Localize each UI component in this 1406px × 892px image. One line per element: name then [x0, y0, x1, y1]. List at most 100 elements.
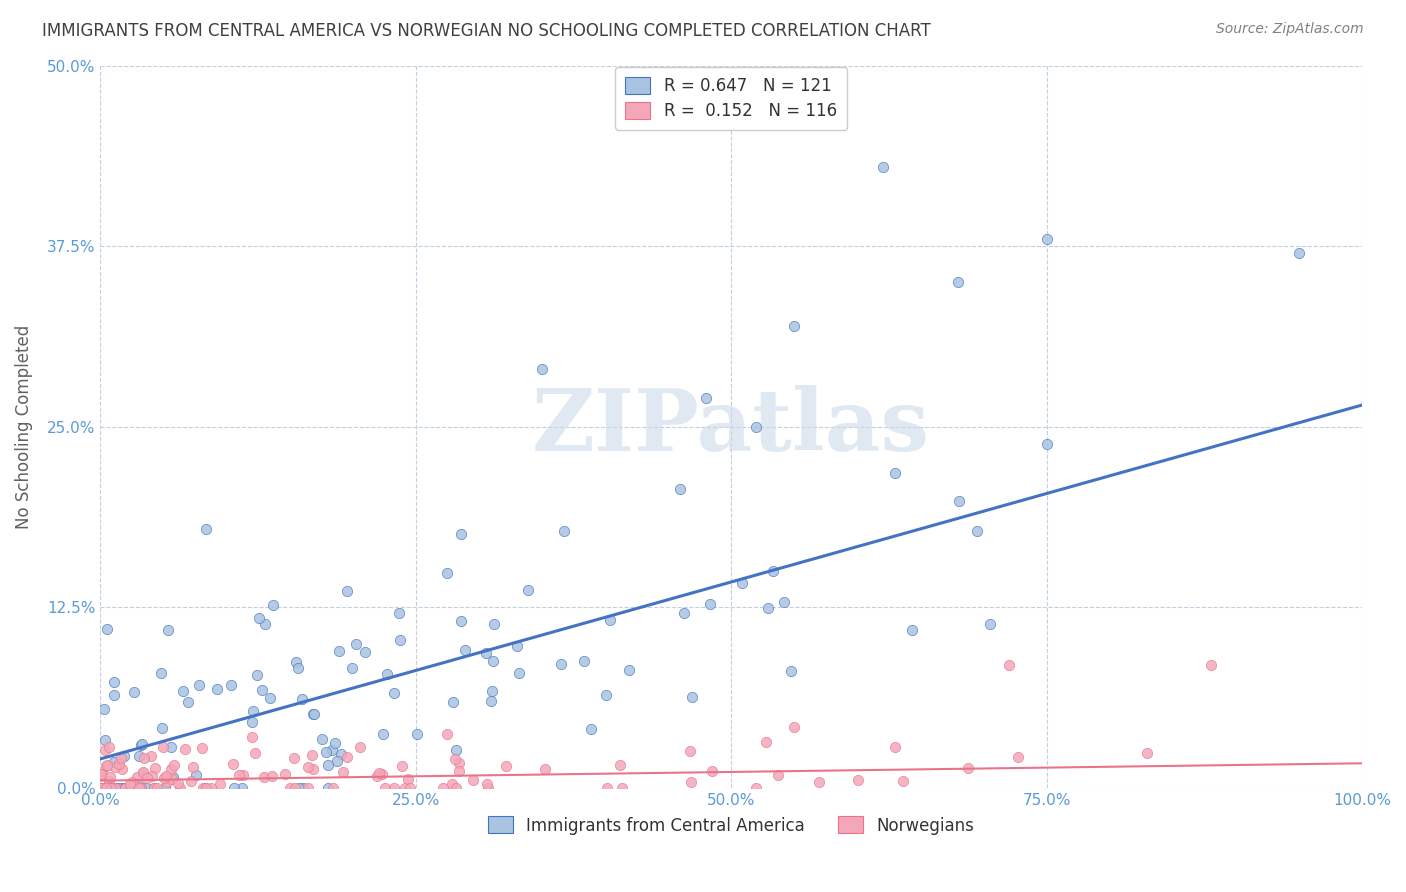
Point — [745, 419, 768, 434]
Point — [780, 664, 803, 678]
Point — [340, 661, 363, 675]
Point — [94, 759, 117, 773]
Point — [284, 780, 307, 795]
Point — [291, 692, 314, 706]
Point — [177, 695, 200, 709]
Point — [330, 747, 353, 761]
Point — [292, 780, 315, 795]
Point — [96, 780, 118, 795]
Point — [695, 391, 717, 405]
Point — [766, 768, 789, 782]
Point — [105, 780, 128, 795]
Point — [979, 616, 1001, 631]
Point — [141, 748, 163, 763]
Point — [142, 780, 165, 795]
Point — [446, 780, 468, 795]
Point — [91, 780, 114, 795]
Point — [475, 646, 498, 660]
Point — [121, 775, 143, 789]
Point — [260, 769, 283, 783]
Point — [152, 721, 174, 735]
Point — [89, 768, 111, 782]
Point — [481, 684, 503, 698]
Point — [731, 576, 754, 591]
Point — [98, 770, 121, 784]
Point — [98, 774, 121, 789]
Point — [94, 780, 117, 795]
Point — [159, 739, 181, 754]
Point — [311, 732, 333, 747]
Point — [242, 704, 264, 718]
Point — [441, 695, 464, 709]
Point — [194, 522, 217, 536]
Point — [682, 690, 704, 705]
Point — [107, 780, 129, 795]
Point — [174, 741, 197, 756]
Point — [131, 766, 153, 780]
Point — [884, 740, 907, 755]
Point — [948, 494, 970, 508]
Point — [440, 777, 463, 791]
Point — [104, 780, 127, 795]
Point — [89, 780, 111, 795]
Point — [391, 759, 413, 773]
Point — [136, 772, 159, 786]
Point — [482, 654, 505, 668]
Point — [90, 780, 112, 795]
Point — [94, 733, 117, 747]
Point — [550, 657, 572, 672]
Point — [321, 743, 343, 757]
Point — [91, 780, 114, 795]
Point — [444, 743, 467, 757]
Point — [297, 760, 319, 774]
Point — [186, 768, 208, 782]
Point — [405, 727, 427, 741]
Point — [153, 780, 176, 795]
Point — [93, 701, 115, 715]
Point — [301, 706, 323, 721]
Point — [259, 690, 281, 705]
Point — [477, 777, 499, 791]
Point — [231, 780, 253, 795]
Point — [382, 780, 405, 795]
Point — [200, 780, 222, 795]
Point — [143, 761, 166, 775]
Point — [444, 752, 467, 766]
Point — [120, 780, 142, 795]
Point — [450, 615, 472, 629]
Point — [374, 780, 396, 795]
Point — [208, 777, 231, 791]
Point — [90, 766, 112, 780]
Point — [219, 678, 242, 692]
Point — [1036, 437, 1059, 451]
Point — [240, 715, 263, 730]
Point — [745, 780, 768, 795]
Point — [1199, 658, 1222, 673]
Legend: Immigrants from Central America, Norwegians: Immigrants from Central America, Norwegi… — [478, 806, 984, 845]
Point — [316, 758, 339, 772]
Point — [131, 737, 153, 751]
Point — [891, 774, 914, 789]
Point — [572, 654, 595, 668]
Text: Source: ZipAtlas.com: Source: ZipAtlas.com — [1216, 22, 1364, 37]
Point — [884, 466, 907, 480]
Point — [332, 764, 354, 779]
Point — [152, 739, 174, 754]
Point — [253, 617, 276, 632]
Point — [315, 745, 337, 759]
Text: IMMIGRANTS FROM CENTRAL AMERICA VS NORWEGIAN NO SCHOOLING COMPLETED CORRELATION : IMMIGRANTS FROM CENTRAL AMERICA VS NORWE… — [42, 22, 931, 40]
Point — [482, 616, 505, 631]
Point — [142, 780, 165, 795]
Point — [344, 637, 367, 651]
Point — [125, 770, 148, 784]
Point — [141, 769, 163, 783]
Point — [107, 757, 129, 772]
Point — [111, 763, 134, 777]
Point — [1136, 746, 1159, 760]
Point — [367, 766, 389, 780]
Point — [247, 611, 270, 625]
Point — [619, 663, 641, 677]
Point — [479, 694, 502, 708]
Point — [152, 772, 174, 786]
Point — [122, 685, 145, 699]
